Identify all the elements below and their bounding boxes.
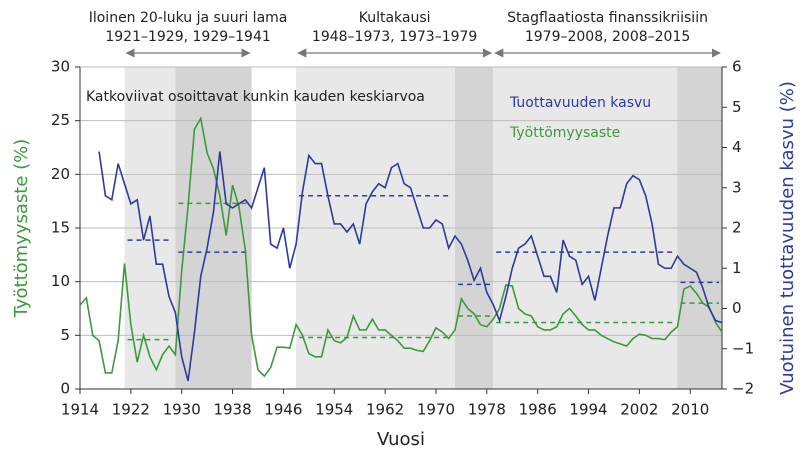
y2-tick-label: 2 [732, 219, 742, 237]
y-axis-label: Työttömyysaste (%) [11, 139, 32, 319]
x-tick-label: 1970 [417, 401, 455, 419]
y-tick-label: 5 [60, 326, 70, 344]
y2-tick-label: 6 [732, 58, 742, 76]
y2-tick-label: 1 [732, 259, 742, 277]
series-line [79, 116, 723, 378]
x-tick-label: 1922 [112, 401, 150, 419]
x-tick-label: 2010 [671, 401, 709, 419]
series-line [98, 151, 723, 382]
y-tick-label: 25 [51, 111, 70, 129]
y2-axis-label: Vuotuinen tuottavuuden kasvu (%) [777, 81, 798, 395]
x-tick-label: 1962 [366, 401, 404, 419]
x-tick-label: 1986 [519, 401, 557, 419]
y2-tick-label: −1 [732, 339, 754, 357]
y2-tick-label: −2 [732, 380, 754, 398]
era-subtitle: 1921–1929, 1929–1941 [105, 29, 270, 45]
y-tick-label: 20 [51, 165, 70, 183]
y-tick-label: 15 [51, 219, 70, 237]
x-tick-label: 1914 [61, 401, 99, 419]
y2-tick-label: 5 [732, 98, 742, 116]
x-axis-label: Vuosi [377, 429, 425, 450]
era-title: Stagflaatiosta finanssikriisiin [507, 10, 708, 26]
era-subtitle: 1948–1973, 1973–1979 [312, 29, 477, 45]
annotation: Katkoviivat osoittavat kunkin kauden kes… [86, 89, 425, 105]
era-title: Kultakausi [359, 10, 431, 26]
era-subtitle: 1979–2008, 2008–2015 [525, 29, 690, 45]
era-title: Iloinen 20-luku ja suuri lama [89, 10, 288, 26]
x-tick-label: 1978 [468, 401, 506, 419]
x-tick-label: 1930 [163, 401, 201, 419]
legend-label: Työttömyysaste [509, 125, 620, 141]
y-tick-label: 30 [51, 58, 70, 76]
y-tick-label: 0 [60, 380, 70, 398]
y2-tick-label: 4 [732, 138, 742, 156]
y2-tick-label: 3 [732, 178, 742, 196]
x-tick-label: 1938 [213, 401, 251, 419]
x-tick-label: 1946 [264, 401, 302, 419]
y2-tick-label: 0 [732, 299, 742, 317]
x-tick-label: 1954 [315, 401, 353, 419]
legend-label: Tuottavuuden kasvu [509, 95, 651, 111]
x-tick-label: 1994 [569, 401, 607, 419]
y-tick-label: 10 [51, 272, 70, 290]
x-tick-label: 2002 [620, 401, 658, 419]
